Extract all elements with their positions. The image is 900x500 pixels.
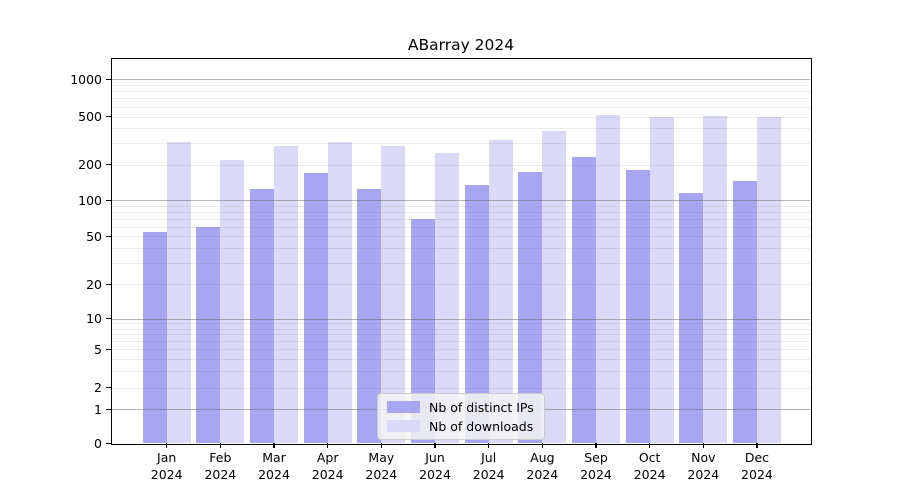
y-tick-mark-1000 [106,78,111,80]
y-tick-label-0: 0 [94,435,102,451]
bar-distinct-ips-jan [142,232,167,443]
plot-area: Nb of distinct IPs Nb of downloads [110,57,812,445]
bar-downloads-sep [595,114,620,443]
y-tick-mark-1 [106,408,111,410]
gridline-1000 [112,79,810,80]
legend-label-downloads: Nb of downloads [429,418,534,434]
y-tick-mark-500 [106,116,111,118]
x-tick-label-jan: Jan 2024 [150,450,183,482]
x-tick-label-mar: Mar 2024 [258,450,290,482]
x-tick-mark-feb [219,443,221,448]
x-tick-mark-jun [434,443,436,448]
x-tick-label-apr: Apr 2024 [311,450,344,482]
bar-downloads-dec [756,117,781,443]
y-tick-mark-2 [106,387,111,389]
x-tick-mark-mar [273,443,275,448]
y-tick-label-2: 2 [94,380,102,396]
x-tick-mark-oct [648,443,651,448]
x-tick-mark-may [380,443,382,448]
bar-downloads-jan [166,141,191,443]
x-tick-mark-jan [166,443,168,448]
x-tick-label-aug: Aug 2024 [526,450,559,482]
y-tick-label-500: 500 [78,109,102,125]
y-tick-label-1000: 1000 [70,71,102,87]
y-tick-mark-100 [106,199,111,202]
bar-downloads-feb [220,159,245,443]
x-tick-mark-sep [595,443,597,448]
legend-swatch-distinct-ips [387,401,420,413]
gridline-900 [112,84,810,86]
x-tick-label-sep: Sep 2024 [580,450,612,482]
bar-downloads-nov [703,115,728,443]
x-tick-mark-jul [488,443,490,448]
bar-distinct-ips-dec [732,181,757,443]
y-tick-label-10: 10 [86,311,102,327]
x-tick-mark-aug [541,443,543,448]
bar-distinct-ips-feb [196,226,221,443]
y-tick-mark-50 [106,235,111,237]
chart-title: ABarray 2024 [407,36,515,54]
gridline-700 [112,98,810,100]
y-tick-label-200: 200 [78,157,102,173]
bar-distinct-ips-sep [571,157,596,443]
x-tick-label-feb: Feb 2024 [204,450,237,482]
bar-downloads-mar [274,146,299,443]
legend-label-distinct-ips: Nb of distinct IPs [429,399,534,415]
gridline-800 [112,91,810,93]
x-tick-label-nov: Nov 2024 [687,450,720,482]
gridline-600 [112,106,810,108]
x-tick-label-oct: Oct 2024 [633,450,666,482]
x-tick-label-jul: Jul 2024 [472,450,505,482]
legend-item-distinct-ips: Nb of distinct IPs [387,399,534,415]
y-tick-mark-10 [106,318,111,320]
x-tick-label-dec: Dec 2024 [741,450,773,482]
bar-distinct-ips-oct [625,170,650,443]
x-tick-label-jun: Jun 2024 [419,450,451,482]
y-tick-mark-0 [106,442,111,444]
x-tick-mark-dec [756,443,758,448]
y-tick-label-100: 100 [78,192,102,208]
y-tick-mark-200 [106,164,111,166]
y-tick-label-50: 50 [86,228,102,244]
bar-distinct-ips-nov [679,193,704,443]
bar-downloads-apr [327,141,352,443]
bar-downloads-aug [542,131,567,443]
x-tick-label-may: May 2024 [365,450,398,482]
y-tick-label-1: 1 [94,401,102,417]
x-tick-mark-nov [702,443,704,448]
y-tick-mark-5 [106,348,111,351]
y-tick-label-20: 20 [86,276,102,292]
bar-distinct-ips-apr [303,173,328,443]
y-tick-mark-20 [106,283,111,285]
bar-distinct-ips-mar [250,188,275,443]
bar-downloads-jul [488,140,513,443]
x-tick-mark-apr [327,443,329,448]
legend-swatch-downloads [387,420,420,432]
y-tick-label-5: 5 [94,341,102,357]
legend-item-downloads: Nb of downloads [387,418,534,434]
bar-downloads-oct [649,116,674,443]
legend: Nb of distinct IPs Nb of downloads [377,393,545,440]
